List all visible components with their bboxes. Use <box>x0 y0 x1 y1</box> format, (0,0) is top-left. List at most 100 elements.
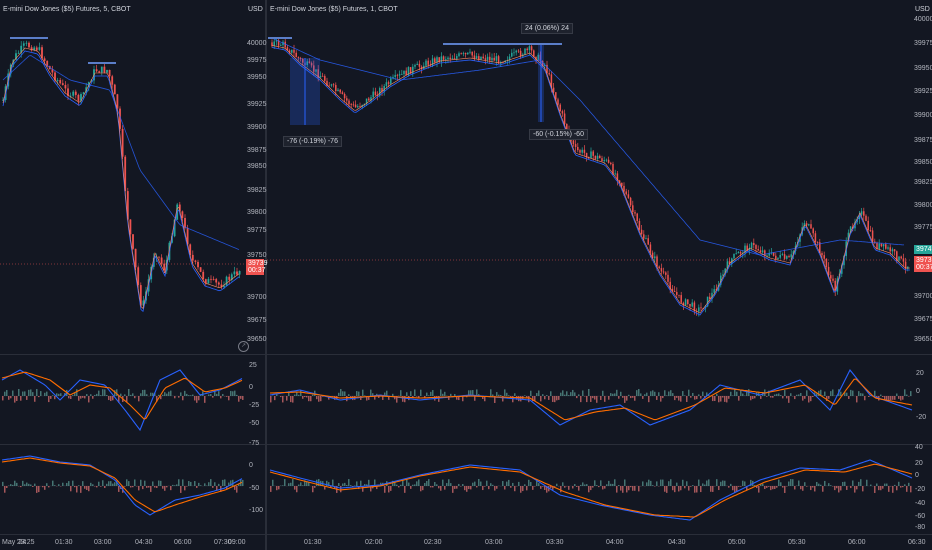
right-macd1-bar <box>822 395 824 396</box>
left-candle <box>236 271 238 275</box>
right-candle <box>874 241 876 243</box>
right-macd1-bar <box>632 396 634 398</box>
right-candle <box>425 60 427 66</box>
left-candle <box>119 108 121 129</box>
right-macd2-bar <box>366 484 368 486</box>
left-currency-label[interactable]: USD <box>248 6 263 13</box>
right-macd2-bar <box>734 486 736 493</box>
left-macd2-bar <box>32 486 34 487</box>
left-macd1-bar <box>156 396 158 402</box>
right-macd1-bar <box>660 396 662 402</box>
left-macd1-bar <box>170 390 172 396</box>
right-macd1-bar <box>362 389 364 396</box>
right-candle <box>434 58 436 63</box>
right-macd1-bar <box>698 394 700 396</box>
right-candle <box>339 89 341 93</box>
left-macd2-bar <box>130 486 132 488</box>
pane-divider-left-macd1[interactable] <box>0 354 265 355</box>
right-macd2-bar <box>604 486 606 489</box>
right-currency-label[interactable]: USD <box>915 6 930 13</box>
right-macd2-bar <box>682 479 684 486</box>
right-macd2-bar <box>594 480 596 486</box>
right-candle <box>658 266 660 269</box>
right-macd1-bar <box>868 396 870 397</box>
left-macd1-tick: -25 <box>249 402 260 409</box>
right-candle <box>585 152 588 158</box>
right-macd2-bar <box>560 486 562 493</box>
left-macd1-bar <box>182 396 184 401</box>
left-macd1-bar <box>216 393 218 396</box>
right-macd2-bar <box>698 479 700 486</box>
left-macd2-bar <box>112 483 114 486</box>
right-macd2-bar <box>422 486 424 491</box>
left-macd1-bar <box>232 391 234 396</box>
right-macd2-bar <box>478 479 480 486</box>
right-macd2-bar <box>466 486 468 492</box>
right-macd1-bar <box>746 390 748 396</box>
left-macd2-bar <box>182 479 184 486</box>
right-macd1-bar <box>450 393 452 396</box>
right-macd2-bar <box>622 486 624 493</box>
left-macd2-bar <box>132 486 134 488</box>
right-candle <box>865 215 867 221</box>
right-macd1-bar <box>624 396 626 403</box>
right-candle <box>502 62 504 63</box>
right-macd1-bar <box>358 391 360 396</box>
left-candle <box>139 285 142 306</box>
pane-divider-right-macd2[interactable] <box>267 444 932 445</box>
right-macd2-bar <box>670 479 672 486</box>
right-macd1-bar <box>696 396 698 400</box>
left-countdown: 00:37 <box>248 267 266 274</box>
right-candle <box>471 51 473 56</box>
right-macd1-bar <box>514 393 516 396</box>
left-macd1-bar <box>36 389 38 396</box>
right-time-tick: 04:00 <box>606 539 624 546</box>
left-macd1-bar <box>12 390 14 396</box>
right-macd1-bar <box>410 391 412 396</box>
right-candle <box>882 244 885 247</box>
right-candle <box>627 194 630 198</box>
left-candle <box>17 52 20 54</box>
right-macd1-bar <box>388 396 390 400</box>
right-macd1-bar <box>304 396 306 398</box>
right-macd2-bar <box>304 480 306 486</box>
right-price-tick: 39975 <box>914 40 932 47</box>
right-macd2-bar <box>414 484 416 486</box>
right-candle <box>293 49 295 53</box>
right-macd2-bar <box>844 481 846 486</box>
right-candle <box>786 256 788 259</box>
left-macd2-signal-line <box>1 457 243 513</box>
right-macd2-bar <box>678 486 680 492</box>
right-candle <box>876 242 878 249</box>
left-macd1-bar <box>150 392 152 396</box>
left-macd2-bar <box>76 486 78 493</box>
scroll-to-realtime-icon[interactable]: ↗ <box>238 341 249 352</box>
right-macd2-bar <box>674 486 676 493</box>
left-macd1-bar <box>120 393 122 396</box>
left-macd1-bar <box>118 396 120 403</box>
right-macd2-bar <box>494 486 496 491</box>
right-macd1-bar <box>844 392 846 396</box>
right-macd1-bar <box>470 390 472 396</box>
right-macd2-bar <box>410 486 412 489</box>
left-macd2-bar <box>72 480 74 486</box>
right-macd1-bar <box>574 392 576 396</box>
right-time-tick: 05:00 <box>728 539 746 546</box>
right-candle <box>354 104 357 108</box>
right-macd2-bar <box>370 486 372 492</box>
right-candle <box>530 46 533 51</box>
right-candle <box>651 252 654 259</box>
right-price-tick: 39900 <box>914 112 932 119</box>
right-candle <box>394 74 396 77</box>
right-macd2-bar <box>898 481 900 486</box>
right-candle <box>321 75 324 77</box>
right-candle <box>605 159 608 161</box>
right-macd2-bar <box>642 481 644 486</box>
pane-divider-vertical[interactable] <box>265 0 267 550</box>
right-macd1-bar <box>476 389 478 396</box>
pane-divider-left-macd2[interactable] <box>0 444 265 445</box>
right-macd1-bar <box>796 394 798 396</box>
right-macd2-bar <box>802 486 804 491</box>
pane-divider-right-macd1[interactable] <box>267 354 932 355</box>
